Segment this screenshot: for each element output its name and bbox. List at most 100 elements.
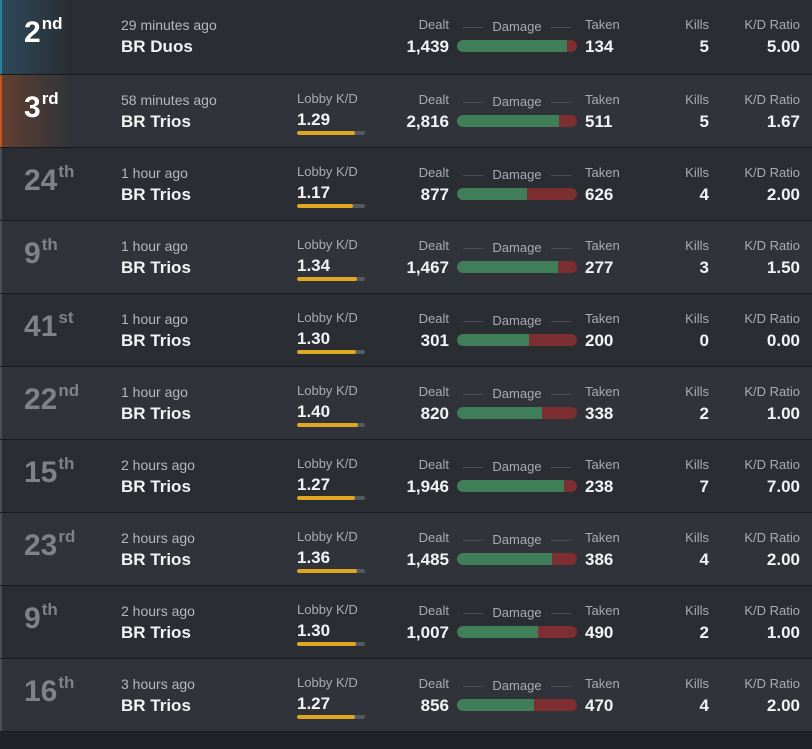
lobby-kd-bar-fill [297,277,357,281]
lobby-kd-value: 1.30 [297,329,331,348]
game-mode: BR Duos [121,37,193,56]
match-row[interactable]: 2nd 29 minutes ago BR Duos Dealt 1,439 Damage… [0,0,812,75]
damage-dealt-fill [457,188,528,200]
placement-suffix: th [58,162,75,181]
match-row[interactable]: 9th 2 hours ago BR Trios Lobby K/D 1.30 Dealt… [0,586,812,659]
damage-dealt-value: 820 [420,404,449,423]
kd-ratio-label: K/D Ratio [744,530,800,545]
placement-suffix: rd [58,527,76,546]
placement-rank: 41st [24,308,74,344]
damage-taken-label: Taken [585,311,620,326]
damage-taken-label: Taken [585,603,620,618]
damage-dealt-value: 301 [420,331,449,350]
damage-dealt-label: Dealt [418,457,449,472]
damage-taken-value: 200 [585,331,614,350]
match-time: 1 hour ago [121,311,188,327]
lobby-kd-label: Lobby K/D [297,456,358,471]
lobby-kd-bar [297,350,365,354]
damage-taken-label: Taken [585,92,620,107]
damage-dealt-fill [457,40,567,52]
match-row[interactable]: 23rd 2 hours ago BR Trios Lobby K/D 1.36 Deal… [0,513,812,586]
match-row[interactable]: 15th 2 hours ago BR Trios Lobby K/D 1.27 Deal… [0,440,812,513]
placement-suffix: nd [41,14,63,33]
row-accent-bar [0,367,2,439]
match-row[interactable]: 22nd 1 hour ago BR Trios Lobby K/D 1.40 Dealt… [0,367,812,440]
match-row[interactable]: 3rd 58 minutes ago BR Trios Lobby K/D 1.29 De… [0,75,812,148]
placement-number: 23 [24,529,58,562]
lobby-kd-bar-fill [297,350,357,354]
lobby-kd-bar [297,204,365,208]
kills-value: 7 [699,477,709,496]
placement-suffix: rd [41,89,59,108]
match-row[interactable]: 24th 1 hour ago BR Trios Lobby K/D 1.17 Dealt… [0,148,812,221]
lobby-kd-label: Lobby K/D [297,602,358,617]
lobby-kd-label: Lobby K/D [297,310,358,325]
match-history-list: 2nd 29 minutes ago BR Duos Dealt 1,439 Damage… [0,0,812,732]
damage-ratio-bar [457,699,577,711]
kd-ratio-value: 0.00 [766,331,800,350]
damage-taken-value: 386 [585,550,614,569]
damage-dealt-fill [457,480,564,492]
row-accent-bar [0,75,2,147]
placement-number: 2 [24,16,41,49]
lobby-kd-value: 1.17 [297,183,331,202]
damage-label: Damage [457,313,577,328]
kills-label: Kills [685,311,709,326]
placement-rank: 15th [24,454,74,490]
damage-dealt-label: Dealt [418,603,449,618]
damage-taken-label: Taken [585,17,620,32]
lobby-kd-bar [297,496,365,500]
lobby-kd-value: 1.27 [297,475,331,494]
kd-ratio-value: 7.00 [766,477,800,496]
kills-value: 2 [699,623,709,642]
damage-ratio-bar [457,188,577,200]
damage-taken-value: 338 [585,404,614,423]
match-row[interactable]: 16th 3 hours ago BR Trios Lobby K/D 1.27 Deal… [0,659,812,732]
kills-label: Kills [685,17,709,32]
lobby-kd-label: Lobby K/D [297,383,358,398]
placement-rank: 2nd [24,14,63,50]
lobby-kd-bar [297,131,365,135]
kills-value: 4 [699,185,709,204]
kills-value: 4 [699,550,709,569]
kills-value: 5 [699,112,709,131]
damage-taken-label: Taken [585,238,620,253]
row-accent-bar [0,513,2,585]
kd-ratio-value: 1.00 [766,404,800,423]
row-accent-bar [0,148,2,220]
damage-taken-value: 470 [585,696,614,715]
lobby-kd-bar-fill [297,569,357,573]
row-accent-bar [0,221,2,293]
kills-value: 0 [699,331,709,350]
row-accent-bar [0,586,2,658]
kills-label: Kills [685,603,709,618]
match-time: 2 hours ago [121,530,195,546]
match-row[interactable]: 9th 1 hour ago BR Trios Lobby K/D 1.34 Dealt 1… [0,221,812,294]
placement-rank: 22nd [24,381,79,417]
damage-label: Damage [457,605,577,620]
kills-label: Kills [685,530,709,545]
match-time: 2 hours ago [121,457,195,473]
damage-label: Damage [457,240,577,255]
damage-dealt-label: Dealt [418,238,449,253]
match-row[interactable]: 41st 1 hour ago BR Trios Lobby K/D 1.30 Dealt… [0,294,812,367]
row-accent-bar [0,440,2,512]
placement-rank: 16th [24,673,74,709]
game-mode: BR Trios [121,696,191,715]
game-mode: BR Trios [121,258,191,277]
kd-ratio-label: K/D Ratio [744,311,800,326]
damage-dealt-label: Dealt [418,17,449,32]
damage-dealt-fill [457,407,542,419]
damage-label: Damage [457,94,577,109]
damage-dealt-fill [457,261,558,273]
kd-ratio-label: K/D Ratio [744,17,800,32]
kd-ratio-value: 1.67 [766,112,800,131]
placement-number: 15 [24,456,58,489]
lobby-kd-label: Lobby K/D [297,529,358,544]
lobby-kd-bar-fill [297,715,356,719]
damage-label: Damage [457,459,577,474]
lobby-kd-bar [297,277,365,281]
damage-taken-value: 626 [585,185,614,204]
lobby-kd-label: Lobby K/D [297,675,358,690]
lobby-kd-value: 1.36 [297,548,331,567]
